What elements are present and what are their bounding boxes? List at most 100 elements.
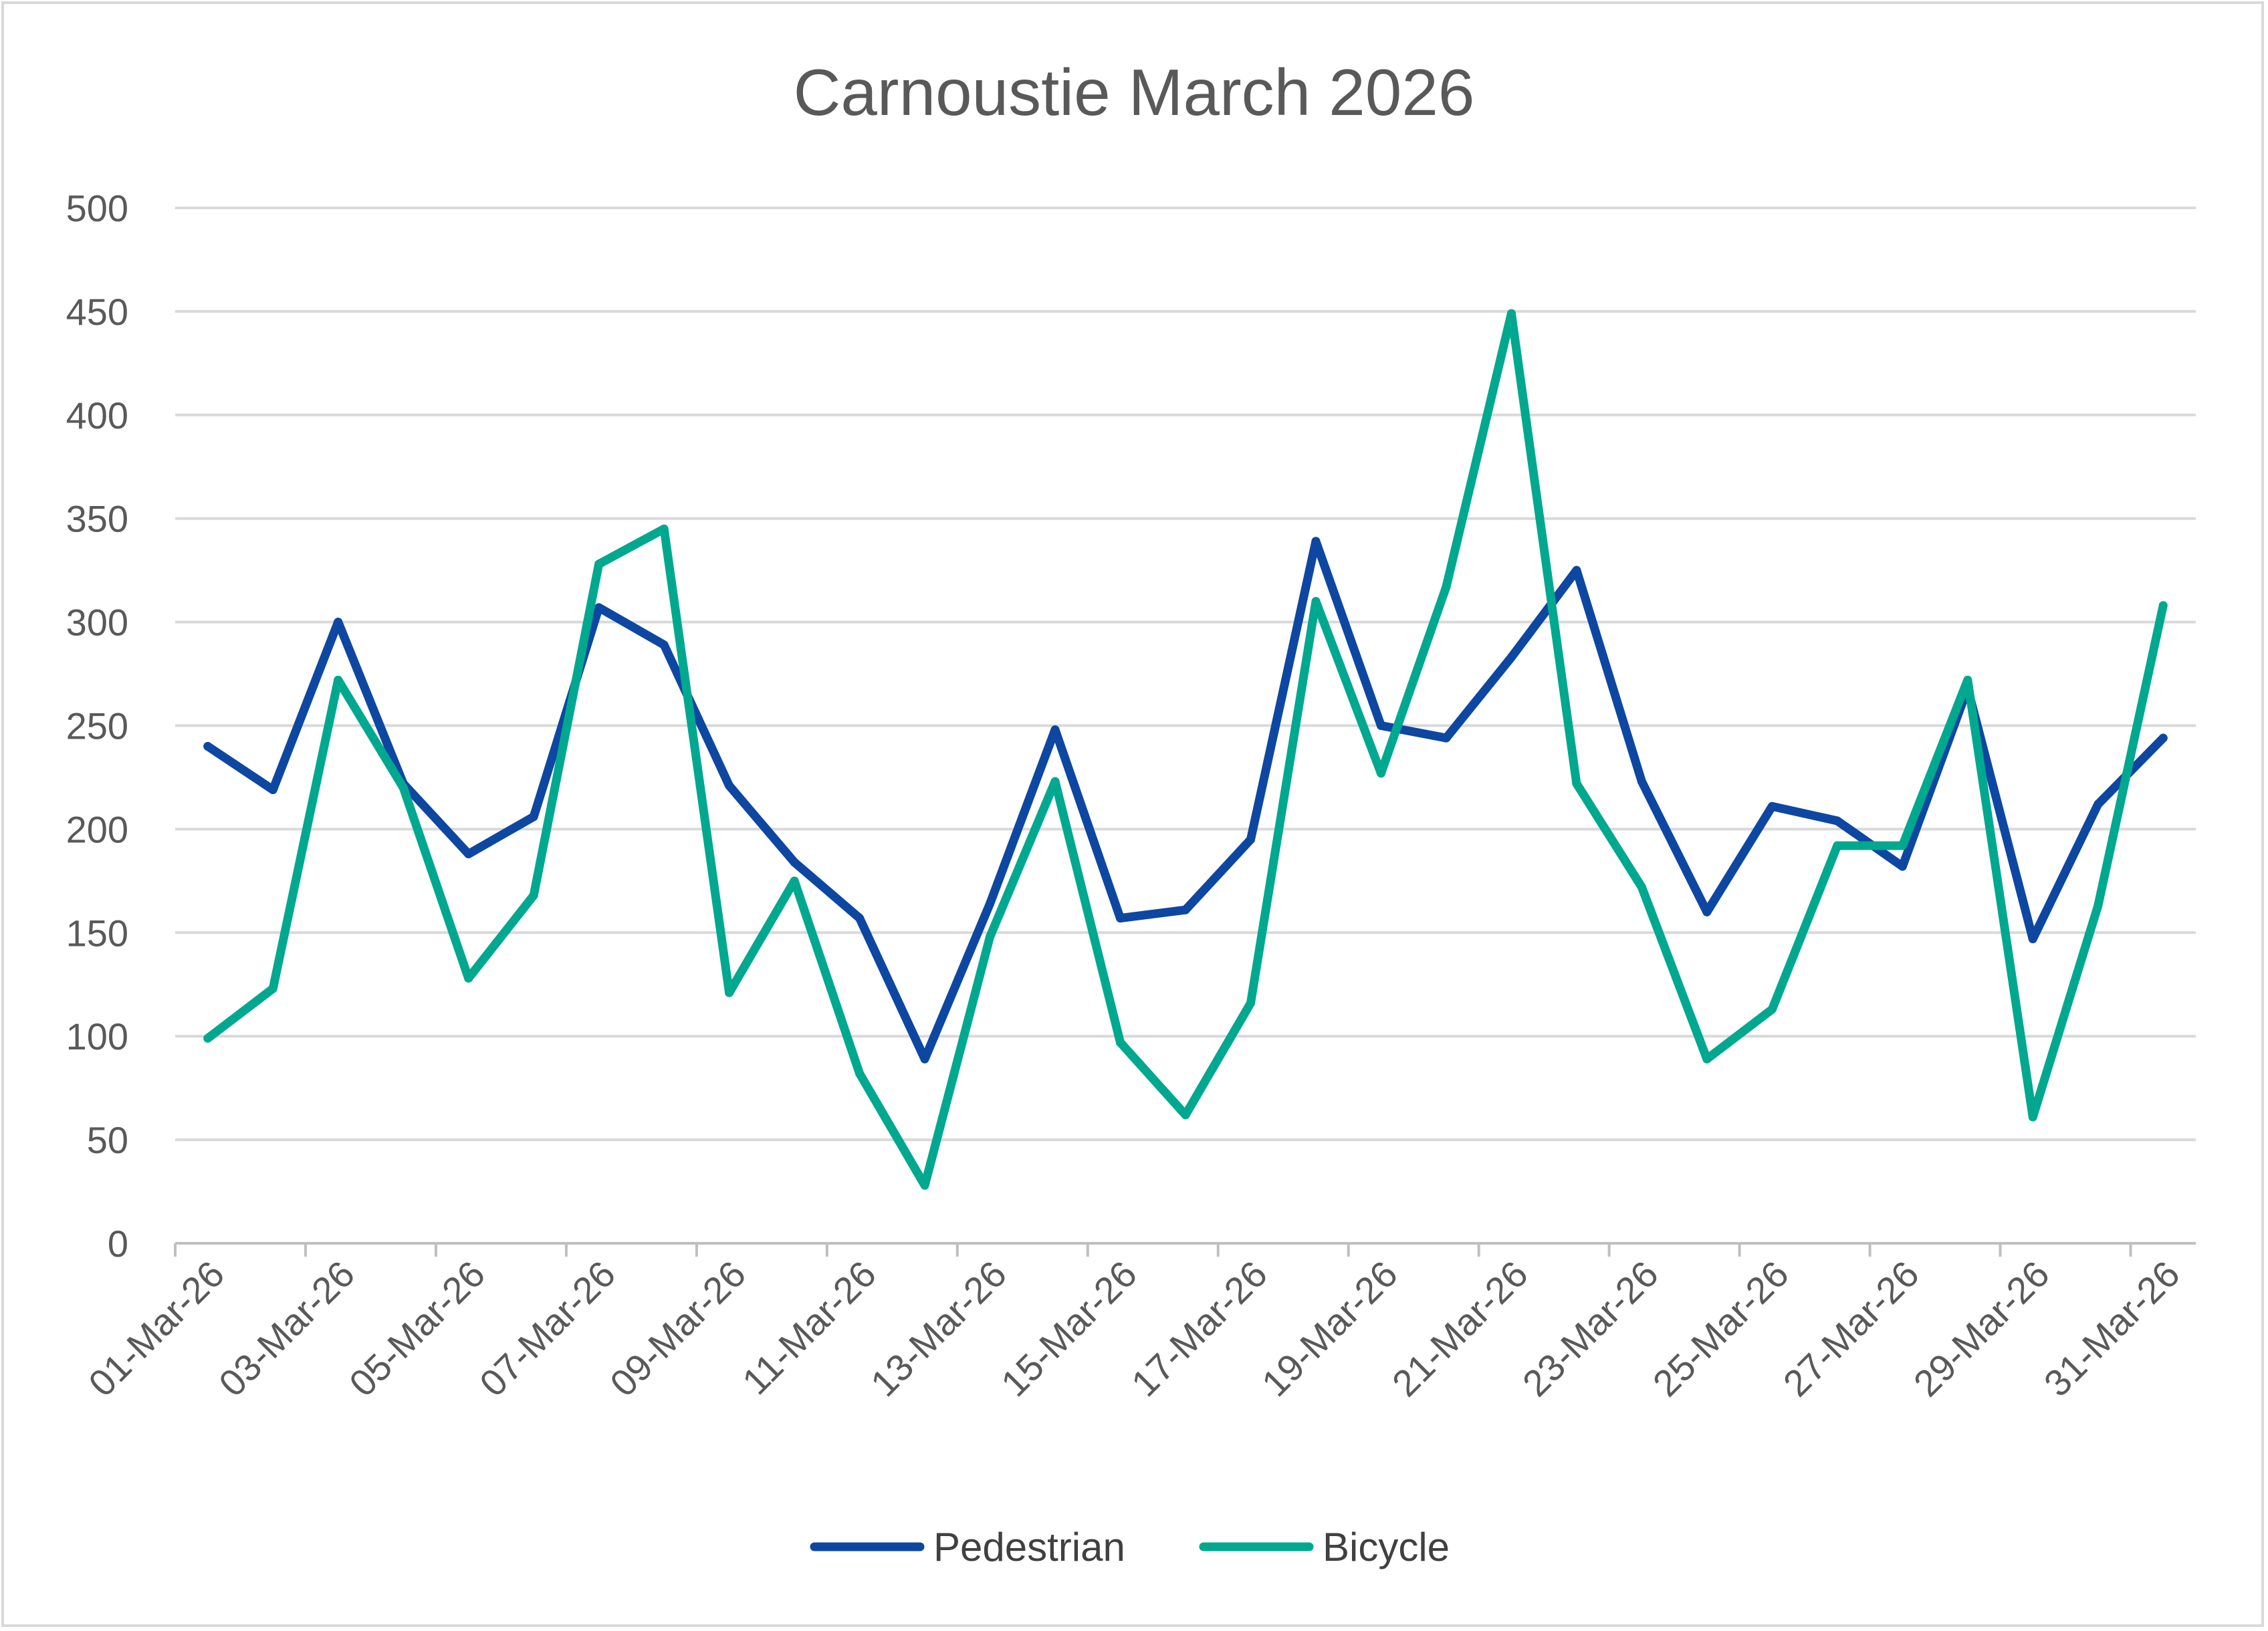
series-line xyxy=(203,537,2168,1063)
y-tick-label: 400 xyxy=(66,394,128,436)
data-point xyxy=(1376,769,1385,778)
x-tick-label: 25-Mar-26 xyxy=(1645,1253,1797,1404)
data-point xyxy=(725,988,734,997)
data-point xyxy=(1442,582,1451,592)
data-point xyxy=(1181,1110,1190,1120)
x-tick-label: 15-Mar-26 xyxy=(993,1253,1145,1404)
data-point xyxy=(1442,733,1451,743)
x-tick-label: 13-Mar-26 xyxy=(863,1253,1014,1404)
data-point xyxy=(1833,816,1842,826)
x-tick-label: 21-Mar-26 xyxy=(1384,1253,1536,1404)
gridlines xyxy=(175,207,2196,1142)
data-point xyxy=(1702,907,1712,916)
data-point xyxy=(334,675,343,684)
legend: Pedestrian Bicycle xyxy=(810,1525,1450,1570)
data-point xyxy=(529,812,538,822)
x-tick-label: 01-Mar-26 xyxy=(80,1253,232,1404)
data-point xyxy=(1311,537,1321,546)
y-tick-label: 300 xyxy=(66,602,128,644)
data-point xyxy=(203,1033,213,1043)
y-axis: 0 50 100 150 200 250 300 350 400 450 500 xyxy=(66,187,128,1265)
data-point xyxy=(2158,601,2168,610)
x-tick-label: 23-Mar-26 xyxy=(1514,1253,1666,1404)
data-point xyxy=(594,559,604,569)
legend-label: Pedestrian xyxy=(933,1525,1125,1570)
x-tick-label: 17-Mar-26 xyxy=(1123,1253,1275,1404)
y-tick-label: 0 xyxy=(108,1223,128,1265)
x-tick-label: 05-Mar-26 xyxy=(341,1253,493,1404)
data-point xyxy=(2093,799,2103,809)
y-tick-label: 350 xyxy=(66,498,128,540)
series-line xyxy=(203,309,2168,1190)
x-tick-label: 19-Mar-26 xyxy=(1254,1253,1405,1404)
data-point xyxy=(399,783,408,792)
data-point xyxy=(529,891,538,900)
x-tick-label: 27-Mar-26 xyxy=(1775,1253,1927,1404)
data-point xyxy=(920,1054,929,1063)
data-point xyxy=(1572,566,1581,575)
data-point xyxy=(790,876,799,886)
data-point xyxy=(1963,675,1972,684)
data-point xyxy=(1506,309,1516,318)
x-tick-label: 03-Mar-26 xyxy=(211,1253,362,1404)
y-tick-label: 500 xyxy=(66,187,128,229)
y-tick-label: 150 xyxy=(66,912,128,954)
data-point xyxy=(1116,1037,1125,1047)
data-point xyxy=(1181,905,1190,914)
data-point xyxy=(1506,652,1516,662)
chart-title: Carnoustie March 2026 xyxy=(794,55,1475,129)
data-point xyxy=(1311,597,1321,606)
data-point xyxy=(2028,934,2037,944)
data-point xyxy=(2093,901,2103,910)
data-point xyxy=(1246,835,1255,844)
data-point xyxy=(1050,725,1060,735)
data-point xyxy=(986,899,995,908)
y-tick-label: 450 xyxy=(66,291,128,333)
data-point xyxy=(334,618,343,627)
series-bicycle xyxy=(203,309,2168,1190)
data-point xyxy=(2158,733,2168,743)
x-tick-label: 29-Mar-26 xyxy=(1906,1253,2057,1404)
x-tick-label: 09-Mar-26 xyxy=(602,1253,754,1404)
data-point xyxy=(1050,777,1060,786)
data-point xyxy=(464,850,473,859)
y-tick-label: 50 xyxy=(87,1119,128,1161)
data-point xyxy=(464,973,473,983)
data-point xyxy=(1767,1005,1777,1014)
data-point xyxy=(920,1180,929,1190)
legend-item-bicycle: Bicycle xyxy=(1199,1525,1450,1570)
legend-label: Bicycle xyxy=(1323,1525,1450,1570)
data-point xyxy=(1637,777,1646,786)
data-point xyxy=(659,524,669,533)
data-point xyxy=(1702,1054,1712,1063)
data-point xyxy=(594,603,604,612)
data-point xyxy=(1898,841,1907,850)
data-point xyxy=(1833,841,1842,850)
data-point xyxy=(1637,882,1646,892)
y-tick-label: 100 xyxy=(66,1015,128,1057)
data-point xyxy=(790,858,799,867)
data-point xyxy=(725,781,734,790)
x-axis: 01-Mar-2603-Mar-2605-Mar-2607-Mar-2609-M… xyxy=(80,1242,2196,1404)
data-point xyxy=(1572,779,1581,788)
data-point xyxy=(855,914,865,923)
data-point xyxy=(855,1069,865,1078)
data-point xyxy=(2028,1112,2037,1122)
legend-item-pedestrian: Pedestrian xyxy=(810,1525,1125,1570)
x-tick-label: 07-Mar-26 xyxy=(471,1253,623,1404)
y-tick-label: 250 xyxy=(66,705,128,747)
series-pedestrian xyxy=(203,537,2168,1063)
x-tick-label: 31-Mar-26 xyxy=(2036,1253,2188,1404)
data-point xyxy=(1767,801,1777,811)
data-point xyxy=(1376,721,1385,730)
data-point xyxy=(268,984,277,993)
series-lines xyxy=(203,309,2168,1190)
data-point xyxy=(1246,999,1255,1008)
data-point xyxy=(1898,862,1907,871)
y-tick-label: 200 xyxy=(66,808,128,850)
data-point xyxy=(203,741,213,751)
data-point xyxy=(986,932,995,941)
data-point xyxy=(659,640,669,650)
